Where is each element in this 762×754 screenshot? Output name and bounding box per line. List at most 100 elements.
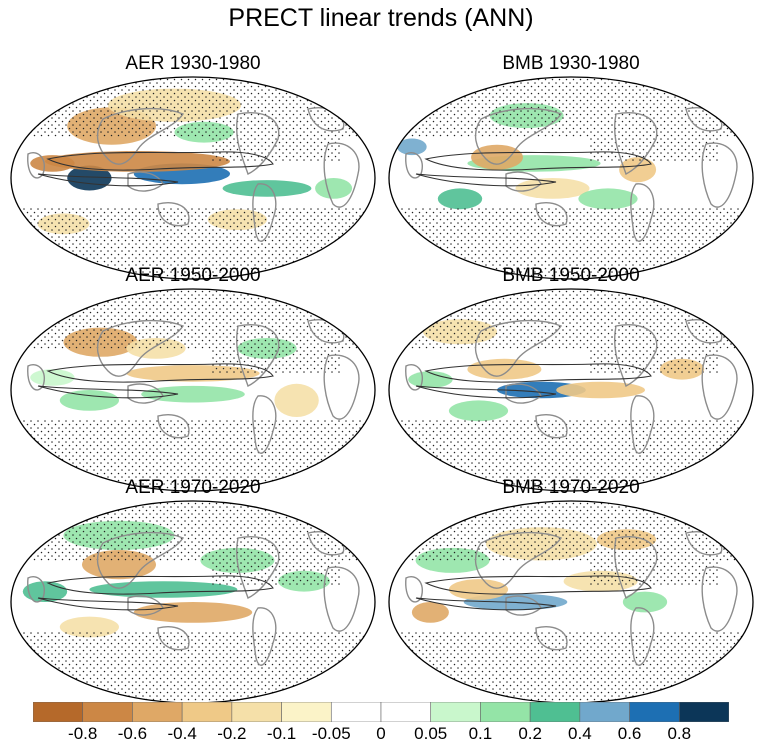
coastline: [96, 531, 185, 589]
colorbar-tick-label: -0.05: [311, 724, 351, 743]
climatology-contour: [415, 385, 557, 399]
colorbar-tick-label: 0.05: [414, 724, 448, 743]
coastline: [323, 354, 360, 420]
colorbar-swatch: [132, 702, 183, 722]
colorbar: [33, 702, 729, 722]
map-bmb-1970-2020: [388, 500, 754, 704]
coastline: [474, 531, 563, 589]
map-panel-bmb-1970-2020: BMB 1970-2020: [386, 477, 756, 712]
colorbar-tick-label: -0.6: [117, 724, 148, 743]
coastline: [323, 142, 360, 208]
map-panel-bmb-1950-2000: BMB 1950-2000: [386, 265, 756, 500]
colorbar-tick-label: 0.4: [568, 724, 592, 743]
coastline: [236, 112, 280, 175]
climatology-contour: [37, 173, 179, 187]
coastline: [630, 395, 655, 454]
trend-region: [133, 602, 253, 623]
colorbar-swatch: [579, 702, 630, 722]
map-panel-bmb-1930-1980: BMB 1930-1980: [386, 53, 756, 288]
significance-stipple: [589, 136, 719, 162]
colorbar-swatch: [629, 702, 680, 722]
trend-region: [471, 144, 523, 170]
coastline: [535, 414, 568, 439]
coastline: [96, 319, 185, 377]
map-border: [388, 288, 754, 492]
colorbar-swatch: [181, 702, 233, 722]
significance-stipple: [389, 77, 753, 137]
colorbar-tick-label: -0.4: [167, 724, 197, 743]
panel-title: BMB 1950-2000: [502, 265, 640, 286]
colorbar-swatches: [33, 702, 729, 722]
coastline: [701, 566, 738, 632]
panel-title: BMB 1930-1980: [502, 53, 640, 74]
trend-region: [141, 385, 245, 403]
significance-stipple: [211, 136, 341, 162]
trend-region: [619, 157, 657, 183]
significance-stipple: [389, 501, 753, 561]
trend-region: [30, 369, 75, 386]
trend-region: [45, 151, 230, 172]
map-border: [388, 76, 754, 280]
coastline: [535, 626, 568, 651]
map-border: [10, 288, 376, 492]
trend-region: [222, 180, 312, 197]
climatology-contour: [46, 575, 274, 595]
coastline: [157, 626, 190, 651]
significance-stipple: [11, 77, 375, 137]
colorbar-swatch: [231, 702, 282, 722]
trend-region: [448, 400, 509, 422]
map-panel-aer-1970-2020: AER 1970-2020: [8, 477, 378, 712]
significance-stipple: [11, 289, 375, 349]
significance-stipple: [211, 560, 341, 586]
colorbar-swatch: [678, 702, 729, 722]
trend-region: [578, 188, 638, 210]
coastline: [252, 395, 277, 454]
climatology-contour: [37, 385, 179, 399]
colorbar-swatch: [82, 702, 133, 722]
colorbar-swatch: [430, 702, 481, 722]
coastline: [614, 536, 658, 599]
trend-region: [397, 138, 427, 156]
significance-stipple: [589, 348, 719, 374]
panel-title: AER 1970-2020: [125, 477, 261, 498]
map-panel-aer-1930-1980: AER 1930-1980: [8, 53, 378, 288]
panel-title: BMB 1970-2020: [502, 477, 640, 498]
significance-stipple: [589, 560, 719, 586]
coastline: [701, 354, 738, 420]
colorbar-tick-label: 0.8: [667, 724, 692, 743]
coastline: [535, 202, 568, 227]
map-aer-1950-2000: [10, 288, 376, 492]
colorbar-swatch: [33, 702, 84, 722]
significance-stipple: [211, 348, 341, 374]
coastline: [157, 414, 190, 439]
colorbar-tick-label: 0.2: [518, 724, 542, 743]
trend-region: [315, 178, 353, 199]
map-aer-1930-1980: [10, 76, 376, 280]
climatology-contour: [37, 597, 179, 611]
climatology-contour: [424, 363, 652, 383]
climatology-contour: [424, 575, 652, 595]
colorbar-swatch: [380, 702, 432, 722]
coastline: [96, 107, 185, 165]
colorbar-swatch: [281, 702, 332, 722]
trend-region: [30, 155, 75, 172]
coastline: [630, 183, 655, 242]
figure-title: PRECT linear trends (ANN): [228, 4, 534, 32]
coastline: [236, 536, 280, 599]
colorbar-tick-label: 0.1: [468, 724, 493, 743]
significance-stipple: [11, 631, 375, 703]
coastline: [323, 566, 360, 632]
map-bmb-1950-2000: [388, 288, 754, 492]
map-bmb-1930-1980: [388, 76, 754, 280]
coastline: [701, 142, 738, 208]
panel-title: AER 1930-1980: [125, 53, 261, 74]
panel-title: AER 1950-2000: [125, 265, 261, 286]
coastline: [630, 607, 655, 666]
trend-region: [556, 381, 645, 399]
trend-region: [408, 371, 453, 388]
colorbar-swatch: [330, 702, 382, 722]
significance-stipple: [389, 631, 753, 703]
coastline: [614, 324, 658, 387]
coastline: [252, 183, 277, 242]
coastline: [614, 112, 658, 175]
